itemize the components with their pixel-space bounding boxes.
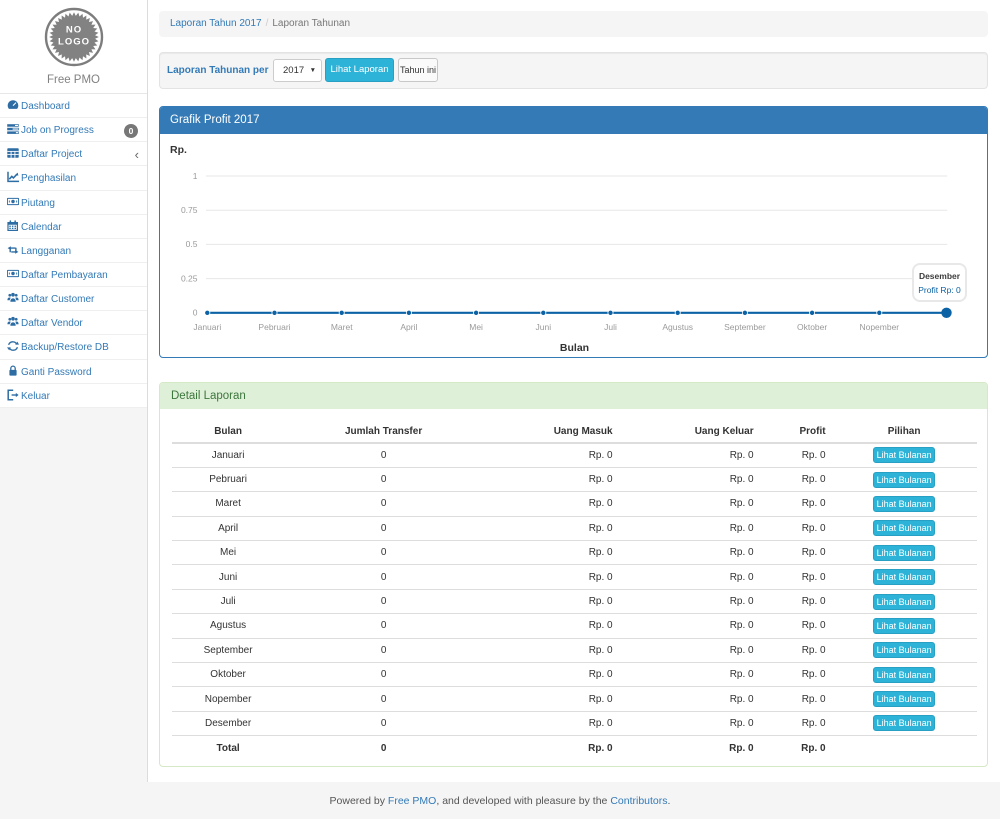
- svg-text:Agustus: Agustus: [662, 322, 693, 332]
- svg-text:Juni: Juni: [536, 322, 552, 332]
- svg-text:0.5: 0.5: [186, 239, 198, 249]
- svg-text:1: 1: [193, 171, 198, 181]
- svg-text:Maret: Maret: [331, 322, 353, 332]
- svg-text:LOGO: LOGO: [58, 37, 90, 48]
- svg-text:September: September: [724, 322, 766, 332]
- svg-text:0: 0: [193, 308, 198, 318]
- svg-text:Nopember: Nopember: [859, 322, 899, 332]
- svg-text:Januari: Januari: [193, 322, 221, 332]
- svg-text:Pebruari: Pebruari: [258, 322, 290, 332]
- svg-text:Juli: Juli: [604, 322, 617, 332]
- svg-text:Oktober: Oktober: [797, 322, 827, 332]
- svg-text:Mei: Mei: [469, 322, 483, 332]
- svg-text:0.75: 0.75: [181, 205, 198, 215]
- svg-text:April: April: [400, 322, 417, 332]
- svg-text:NO: NO: [65, 25, 81, 36]
- svg-text:0.25: 0.25: [181, 273, 198, 283]
